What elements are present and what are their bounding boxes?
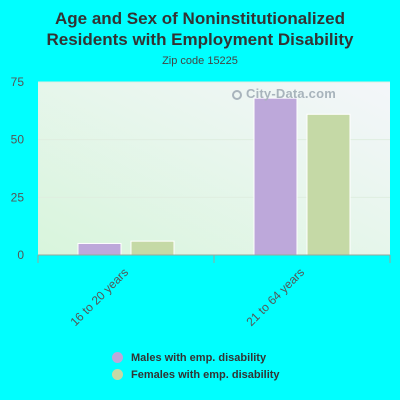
watermark-text: City-Data.com [246,86,337,101]
bar-females-2 [306,113,351,256]
bar-males-1 [77,242,122,256]
chart-title-line-1: Age and Sex of Noninstitutionalized [55,9,345,28]
bar-females-1 [130,240,175,256]
x-tick-label: 21 to 64 years [243,265,307,329]
legend-swatch-males [112,352,123,363]
legend: Males with emp. disability Females with … [112,349,280,383]
watermark: City-Data.com [232,86,336,101]
y-tick-label: 0 [17,248,24,262]
legend-swatch-females [112,369,123,380]
bar-males-2 [253,97,298,256]
y-tick-label: 75 [11,75,25,89]
y-tick-label: 25 [11,190,25,204]
magnifier-icon [232,90,242,100]
chart-title: Age and Sex of Noninstitutionalized Resi… [0,8,400,50]
legend-label-males: Males with emp. disability [131,351,267,364]
legend-item-males: Males with emp. disability [112,349,280,366]
legend-label-females: Females with emp. disability [131,368,280,381]
chart-title-line-2: Residents with Employment Disability [46,30,354,49]
x-tick-label: 16 to 20 years [67,265,131,329]
y-tick-label: 50 [11,133,25,147]
chart-subtitle: Zip code 15225 [162,55,238,67]
legend-item-females: Females with emp. disability [112,366,280,383]
